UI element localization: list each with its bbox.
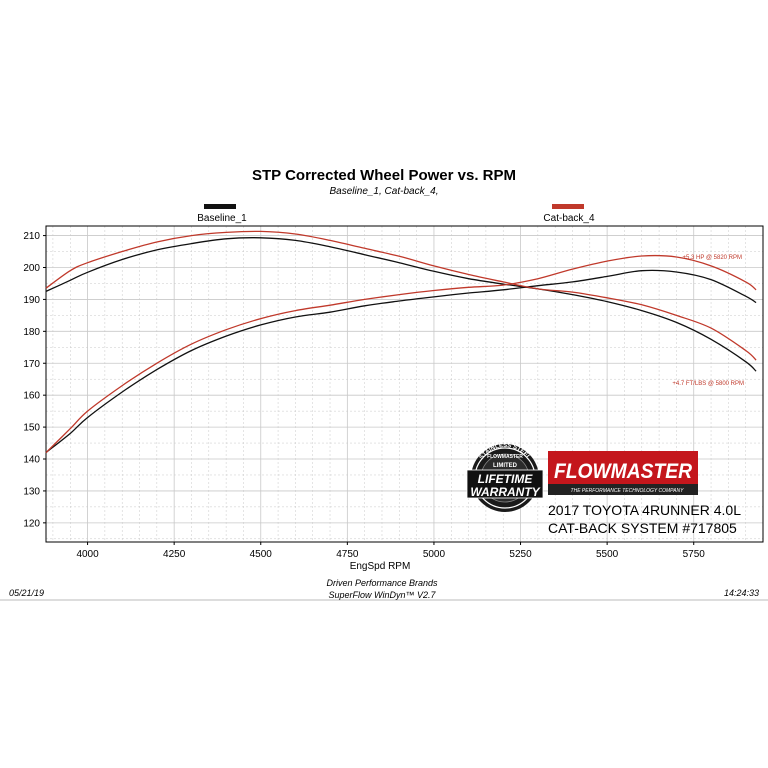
legend-swatch-baseline (204, 204, 236, 209)
plot-frame (45, 225, 764, 543)
y-axis: 120 130 140 150 160 170 180 190 200 210 (23, 231, 46, 529)
catback-torque-line (45, 254, 757, 454)
x-tick-label: 4750 (336, 549, 359, 560)
y-tick-label: 200 (23, 263, 40, 274)
flowmaster-logo: FLOWMASTER THE PERFORMANCE TECHNOLOGY CO… (548, 451, 698, 495)
y-tick-label: 210 (23, 231, 40, 242)
part-caption: CAT-BACK SYSTEM #717805 (548, 520, 737, 536)
x-tick-label: 5250 (509, 549, 532, 560)
y-tick-label: 150 (23, 423, 40, 434)
annotation-hp-gain: +5.3 HP @ 5820 RPM (682, 255, 742, 261)
footer-date: 05/21/19 (9, 588, 44, 598)
series-lines (45, 230, 757, 454)
x-tick-label: 4000 (76, 549, 99, 560)
legend-swatch-catback (552, 204, 584, 209)
x-tick-label: 5750 (683, 549, 706, 560)
footer-company: Driven Performance Brands (326, 578, 438, 588)
y-tick-label: 170 (23, 359, 40, 370)
y-tick-label: 120 (23, 518, 40, 529)
badge-warranty-text: WARRANTY (470, 485, 540, 499)
y-tick-label: 180 (23, 327, 40, 338)
legend-label-catback: Cat-back_4 (543, 213, 595, 224)
badge-mid-text: LIMITED (493, 463, 518, 469)
x-tick-label: 4250 (163, 549, 186, 560)
y-tick-label: 130 (23, 486, 40, 497)
legend-label-baseline: Baseline_1 (197, 213, 247, 224)
baseline-power-line (45, 237, 757, 372)
footer-software: SuperFlow WinDyn™ V2.7 (329, 590, 437, 600)
x-tick-label: 5500 (596, 549, 619, 560)
y-tick-label: 190 (23, 295, 40, 306)
x-tick-label: 5000 (423, 549, 446, 560)
footer-time: 14:24:33 (724, 588, 759, 598)
chart-subtitle: Baseline_1, Cat-back_4, (330, 186, 439, 197)
chart-title: STP Corrected Wheel Power vs. RPM (252, 167, 516, 184)
baseline-torque-line (45, 269, 757, 454)
flowmaster-tagline: THE PERFORMANCE TECHNOLOGY COMPANY (571, 488, 685, 494)
y-tick-label: 160 (23, 391, 40, 402)
y-tick-label: 140 (23, 455, 40, 466)
vehicle-caption: 2017 TOYOTA 4RUNNER 4.0L (548, 502, 741, 518)
x-tick-label: 4500 (250, 549, 273, 560)
badge-lifetime-text: LIFETIME (478, 472, 534, 486)
badge-brand-text: FLOWMASTER (487, 454, 523, 460)
x-axis-label: EngSpd RPM (350, 561, 411, 572)
x-axis: 4000 4250 4500 4750 5000 5250 5500 5750 (76, 542, 705, 560)
flowmaster-logo-text: FLOWMASTER (554, 460, 693, 483)
legend: Baseline_1 Cat-back_4 (197, 204, 595, 224)
annotation-torque-gain: +4.7 FT/LBS @ 5800 RPM (672, 381, 744, 387)
catback-power-line (45, 230, 757, 361)
lifetime-warranty-badge: STAINLESS STEEL LIMITED LIFETIME WARRANT… (466, 443, 544, 512)
